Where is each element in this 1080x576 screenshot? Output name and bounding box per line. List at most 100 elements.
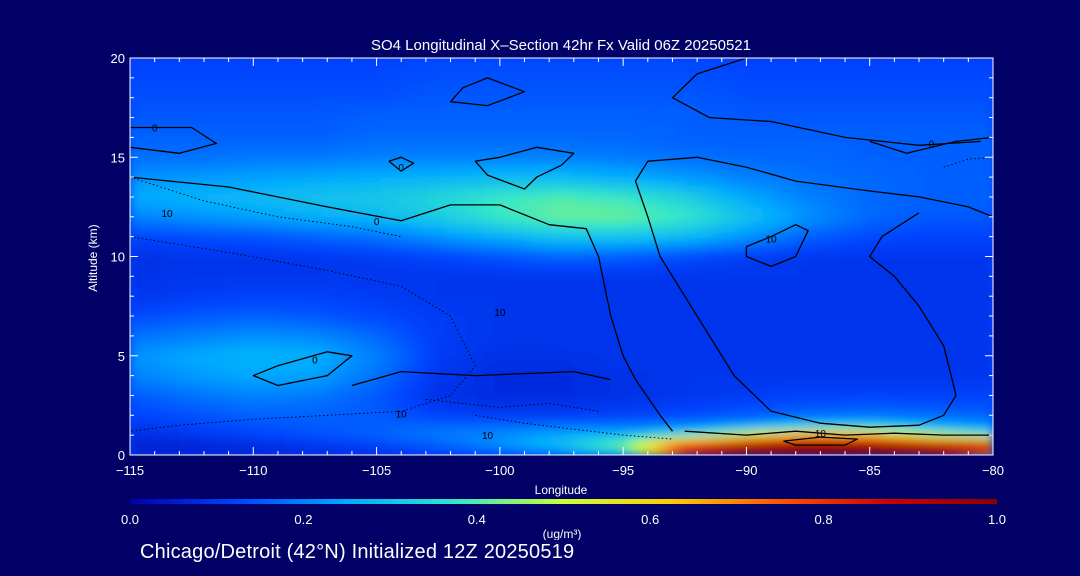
field-cell <box>264 450 275 455</box>
field-cell <box>705 400 716 406</box>
field-cell <box>590 390 601 397</box>
field-cell <box>427 301 438 307</box>
field-cell <box>197 370 208 377</box>
field-cell <box>762 445 774 451</box>
field-cell <box>580 301 591 307</box>
field-cell <box>762 191 774 198</box>
field-cell <box>130 182 141 188</box>
field-cell <box>417 311 428 317</box>
field-cell <box>609 191 620 198</box>
field-cell <box>782 261 793 268</box>
field-cell <box>599 360 611 367</box>
field-cell <box>340 440 352 446</box>
field-cell <box>321 405 332 411</box>
field-cell <box>935 196 946 203</box>
field-cell <box>273 221 285 228</box>
field-cell <box>801 301 812 307</box>
field-cell <box>408 241 419 248</box>
field-cell <box>503 316 515 322</box>
field-cell <box>858 281 869 287</box>
field-cell <box>772 311 783 317</box>
field-cell <box>446 291 457 297</box>
field-cell <box>427 400 438 406</box>
field-cell <box>542 251 553 258</box>
field-cell <box>772 226 783 233</box>
field-cell <box>619 281 630 287</box>
field-cell <box>609 440 620 446</box>
field-cell <box>877 231 889 238</box>
field-cell <box>897 266 908 272</box>
field-cell <box>561 345 572 352</box>
field-cell <box>561 241 572 248</box>
field-cell <box>427 445 438 451</box>
field-cell <box>695 256 706 263</box>
field-cell <box>906 405 917 411</box>
field-cell <box>340 286 352 292</box>
field-cell <box>666 221 678 228</box>
field-cell <box>187 191 198 198</box>
field-cell <box>293 440 304 446</box>
field-cell <box>523 201 534 208</box>
field-cell <box>801 251 812 258</box>
field-cell <box>254 380 265 387</box>
field-cell <box>676 325 687 332</box>
field-cell <box>628 291 639 297</box>
field-cell <box>877 405 889 411</box>
field-cell <box>858 350 869 357</box>
field-cell <box>906 410 917 416</box>
field-cell <box>379 291 390 297</box>
field-cell <box>235 301 246 307</box>
field-cell <box>532 400 543 406</box>
field-cell <box>551 196 563 203</box>
field-cell <box>513 187 524 193</box>
field-cell <box>302 316 313 322</box>
field-cell <box>503 350 515 357</box>
field-cell <box>638 355 649 362</box>
field-cell <box>791 355 802 362</box>
field-cell <box>935 261 946 268</box>
field-cell <box>925 405 937 411</box>
field-cell <box>187 340 198 347</box>
field-cell <box>686 430 697 436</box>
field-cell <box>705 325 716 332</box>
field-cell <box>954 430 965 436</box>
field-cell <box>350 296 361 302</box>
field-cell <box>791 345 802 352</box>
field-cell <box>484 221 495 228</box>
field-cell <box>340 261 352 268</box>
field-cell <box>503 405 515 411</box>
field-cell <box>149 306 160 312</box>
field-cell <box>235 350 246 357</box>
field-cell <box>475 375 486 382</box>
field-cell <box>743 410 754 416</box>
field-cell <box>456 400 467 406</box>
field-cell <box>887 311 898 317</box>
field-cell <box>973 325 985 332</box>
field-cell <box>340 355 352 362</box>
field-cell <box>829 187 841 193</box>
field-cell <box>321 355 332 362</box>
field-cell <box>877 306 889 312</box>
field-cell <box>829 335 841 342</box>
field-cell <box>187 281 198 287</box>
field-cell <box>657 187 668 193</box>
field-cell <box>829 251 841 258</box>
field-cell <box>916 221 927 228</box>
field-cell <box>551 390 563 397</box>
field-cell <box>676 276 687 282</box>
field-cell <box>245 355 256 362</box>
field-cell <box>772 395 783 402</box>
field-cell <box>686 182 697 188</box>
field-cell <box>954 340 965 347</box>
field-cell <box>762 355 774 362</box>
field-cell <box>436 321 448 327</box>
field-cell <box>225 246 237 253</box>
field-cell <box>897 286 908 292</box>
field-cell <box>791 286 802 292</box>
field-cell <box>868 335 879 342</box>
field-cell <box>331 435 342 441</box>
field-cell <box>734 206 745 213</box>
field-cell <box>657 291 668 297</box>
field-cell <box>782 415 793 421</box>
field-cell <box>868 296 879 302</box>
